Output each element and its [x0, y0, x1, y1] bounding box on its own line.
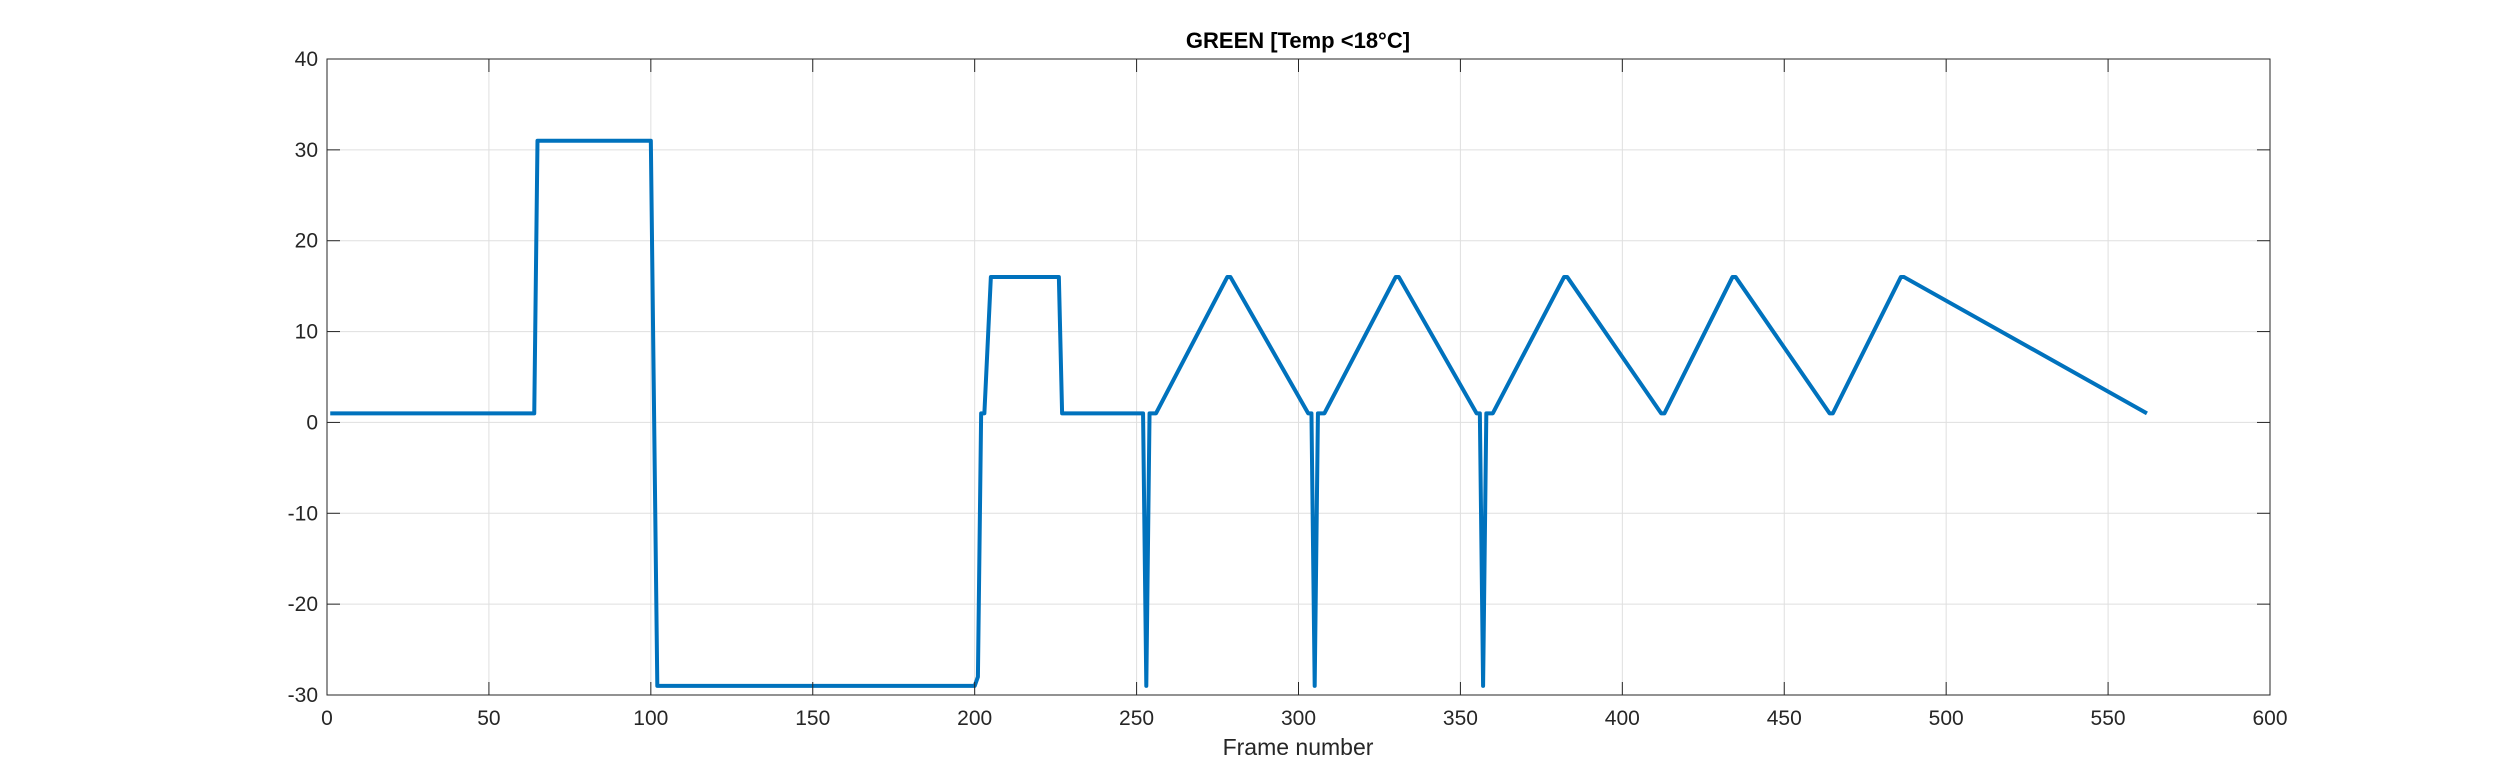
- series-line-0: [330, 138, 2148, 688]
- tick-labels: 0 50 100 150 200 250 300 350 400 450 500 550 600-30-…: [288, 48, 2288, 730]
- series-group: [330, 138, 2148, 688]
- x-tick-label-7: 350: [1443, 707, 1478, 730]
- x-tick-label-1: 50: [477, 707, 500, 730]
- x-tick-label-3: 150: [795, 707, 830, 730]
- y-tick-label-1: -20: [288, 593, 318, 616]
- x-axis-label: Frame number: [1223, 734, 1374, 760]
- x-tick-label-6: 300: [1281, 707, 1316, 730]
- y-tick-label-0: -30: [288, 684, 318, 707]
- y-tick-label-6: 30: [295, 139, 318, 162]
- y-tick-label-7: 40: [295, 48, 318, 71]
- x-tick-label-0: 0: [321, 707, 333, 730]
- x-tick-label-11: 550: [2091, 707, 2126, 730]
- y-tick-label-3: 0: [306, 411, 318, 434]
- y-tick-label-5: 20: [295, 230, 318, 253]
- chart-title: GREEN [Temp <18°C]: [1186, 28, 1410, 53]
- x-tick-label-9: 450: [1767, 707, 1802, 730]
- x-tick-label-2: 100: [633, 707, 668, 730]
- y-tick-label-2: -10: [288, 502, 318, 525]
- x-tick-label-5: 250: [1119, 707, 1154, 730]
- axes: [326, 58, 2271, 696]
- x-tick-label-10: 500: [1929, 707, 1964, 730]
- x-tick-label-12: 600: [2252, 707, 2287, 730]
- x-tick-label-8: 400: [1605, 707, 1640, 730]
- y-tick-label-4: 10: [295, 321, 318, 344]
- x-tick-label-4: 200: [957, 707, 992, 730]
